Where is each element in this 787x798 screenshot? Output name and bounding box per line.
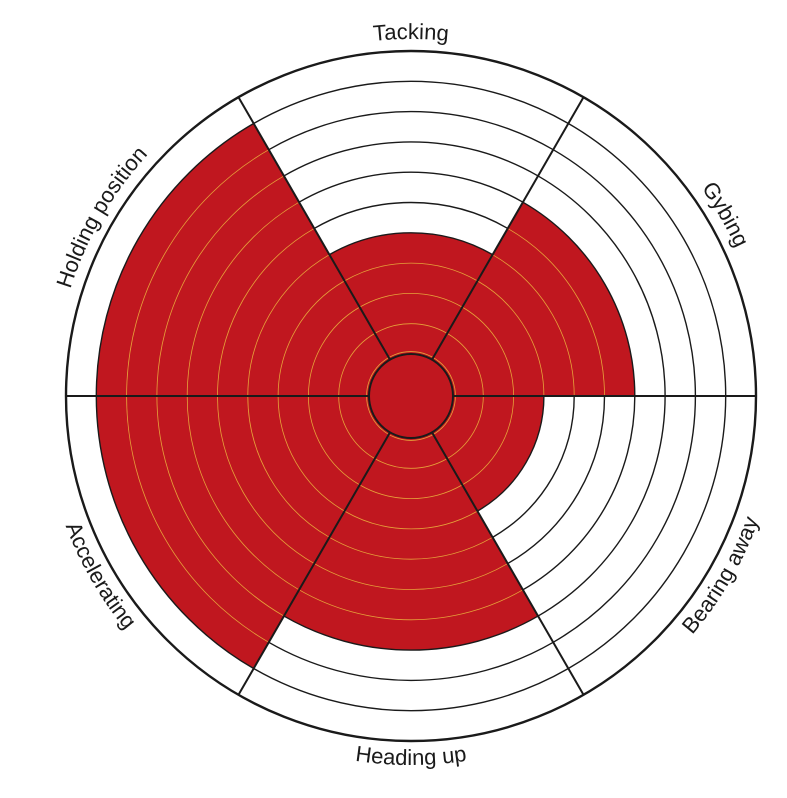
segment-fill-holding-position (96, 123, 391, 397)
ring-arc (537, 175, 666, 397)
ring-arc (247, 395, 330, 538)
segment-fill-bearing-away (432, 396, 544, 512)
ring-arc (126, 395, 270, 643)
ring-arc (537, 395, 666, 617)
ring-arc (314, 563, 508, 590)
ring-arc (283, 141, 539, 177)
segment-label-tacking: Tacking (372, 19, 450, 46)
ring-arc (359, 293, 463, 308)
segment-divider (431, 431, 585, 696)
ring-arc (308, 395, 360, 486)
ring-arc (329, 232, 493, 256)
segment-dividers (66, 96, 756, 696)
segment-label-bearing-away: Bearing away (677, 513, 764, 638)
segment-label-heading-up: Heading up (354, 741, 468, 770)
ring-arc (277, 280, 345, 397)
ring-arc (462, 395, 514, 486)
ring-arc (217, 228, 315, 397)
ring-arc (477, 280, 545, 397)
ring-arc (253, 667, 569, 712)
ring-arc (329, 536, 493, 560)
ring-arc (253, 80, 569, 125)
ring-arc (283, 615, 539, 651)
segment-divider (237, 96, 391, 361)
ring-arc (374, 323, 448, 334)
ring-arc (446, 333, 484, 397)
ring-arc (552, 395, 697, 643)
segment-fill-accelerating (96, 396, 391, 669)
ring-arc (308, 306, 360, 397)
segment-fills (96, 123, 635, 669)
ring-arc (186, 395, 300, 591)
ring-arc (492, 254, 575, 397)
segment-fill-heading-up (283, 432, 539, 651)
center-hub (369, 354, 453, 438)
ring-arc (492, 395, 575, 538)
ring-arc (446, 395, 484, 459)
ring-arc (507, 395, 606, 565)
ring-arc (522, 201, 636, 397)
ring-arc (567, 122, 727, 397)
segment-divider (237, 431, 391, 696)
segment-divider (431, 96, 585, 361)
ring-arc (95, 395, 255, 670)
ring-arc (156, 395, 285, 617)
ring-arc (344, 510, 478, 530)
ring-arc (522, 395, 636, 591)
ring-arc (217, 395, 315, 564)
ring-arc (186, 201, 300, 397)
ring-arc (126, 149, 270, 397)
ring-arc (344, 262, 478, 282)
ring-arc (338, 333, 376, 397)
ring-arc (268, 641, 554, 682)
ring-arc (477, 395, 545, 512)
ring-arc (298, 171, 524, 203)
segment-fill-gybing (432, 202, 635, 396)
ring-arc (247, 254, 330, 397)
ring-arc (338, 395, 376, 459)
ring-arc (359, 484, 463, 499)
ring-arc (462, 306, 514, 397)
ring-arc (156, 175, 285, 397)
ring-arc (507, 228, 605, 397)
ring-arc (567, 395, 727, 670)
segment-fill-tacking (329, 232, 493, 360)
ring-arc (268, 110, 554, 151)
ring-arc (298, 589, 524, 621)
segment-label-gybing: Gybing (697, 177, 754, 251)
ring-arc (313, 201, 509, 230)
ring-arc (552, 149, 697, 397)
ring-arc (277, 395, 345, 512)
ring-arc (374, 458, 448, 469)
ring-arc (95, 122, 255, 397)
